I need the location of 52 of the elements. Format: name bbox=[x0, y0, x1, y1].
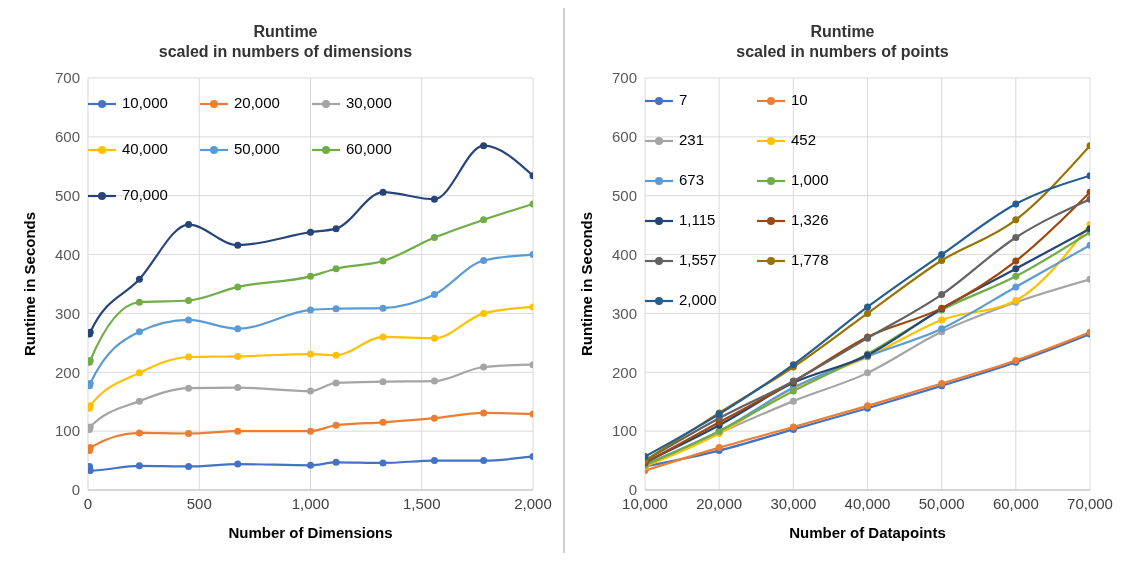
y-tick-label: 400 bbox=[611, 245, 637, 263]
y-tick-label: 500 bbox=[54, 187, 80, 205]
chart-title: Runtime bbox=[809, 22, 876, 42]
y-tick-label: 500 bbox=[611, 187, 637, 205]
x-tick-label: 50,000 bbox=[918, 494, 965, 512]
x-tick-label: 1,500 bbox=[402, 494, 441, 512]
legend-label: 30,000 bbox=[345, 93, 393, 113]
y-axis-title: Runtime in Seconds bbox=[21, 211, 39, 357]
legend-label: 1,326 bbox=[790, 210, 830, 230]
x-tick-label: 30,000 bbox=[770, 494, 817, 512]
x-axis-title: Number of Datapoints bbox=[789, 524, 946, 541]
x-tick-label: 60,000 bbox=[992, 494, 1039, 512]
y-tick-label: 100 bbox=[611, 422, 637, 440]
legend-label: 2,000 bbox=[678, 290, 718, 310]
legend-label: 1,778 bbox=[790, 250, 830, 270]
y-tick-label: 700 bbox=[611, 69, 637, 87]
x-tick-label: 1,000 bbox=[291, 494, 330, 512]
x-tick-label: 70,000 bbox=[1067, 494, 1113, 512]
legend-label: 673 bbox=[678, 170, 706, 190]
legend-label: 1,557 bbox=[678, 250, 718, 270]
y-tick-label: 300 bbox=[611, 304, 637, 322]
x-tick-label: 2,000 bbox=[514, 494, 552, 512]
legend-label: 10 bbox=[790, 90, 809, 110]
y-tick-label: 300 bbox=[54, 304, 80, 322]
legend-label: 70,000 bbox=[121, 185, 169, 205]
x-axis-title: Number of Dimensions bbox=[228, 524, 393, 541]
y-tick-label: 400 bbox=[54, 245, 80, 263]
y-tick-label: 600 bbox=[611, 128, 637, 146]
y-tick-label: 100 bbox=[54, 422, 80, 440]
x-tick-label: 0 bbox=[83, 494, 93, 512]
y-tick-label: 600 bbox=[54, 128, 80, 146]
legend-label: 231 bbox=[678, 130, 706, 150]
legend-label: 7 bbox=[678, 90, 689, 110]
legend-label: 60,000 bbox=[345, 139, 393, 159]
x-tick-label: 40,000 bbox=[844, 494, 891, 512]
y-axis-title: Runtime in Seconds bbox=[578, 211, 596, 357]
chart-subtitle: scaled in numbers of points bbox=[735, 42, 950, 62]
chart-subtitle: scaled in numbers of dimensions bbox=[157, 42, 414, 62]
y-tick-label: 200 bbox=[611, 363, 637, 381]
legend-label: 50,000 bbox=[233, 139, 281, 159]
legend-label: 452 bbox=[790, 130, 818, 150]
legend-label: 40,000 bbox=[121, 139, 169, 159]
x-tick-label: 500 bbox=[186, 494, 212, 512]
x-tick-label: 20,000 bbox=[696, 494, 743, 512]
legend-label: 1,115 bbox=[678, 210, 717, 230]
legend-label: 1,000 bbox=[790, 170, 830, 190]
legend-label: 20,000 bbox=[233, 93, 281, 113]
y-tick-label: 200 bbox=[54, 363, 80, 381]
chart-title: Runtime bbox=[252, 22, 319, 42]
legend-label: 10,000 bbox=[121, 93, 169, 113]
y-tick-label: 0 bbox=[71, 481, 80, 499]
y-tick-label: 700 bbox=[54, 69, 80, 87]
